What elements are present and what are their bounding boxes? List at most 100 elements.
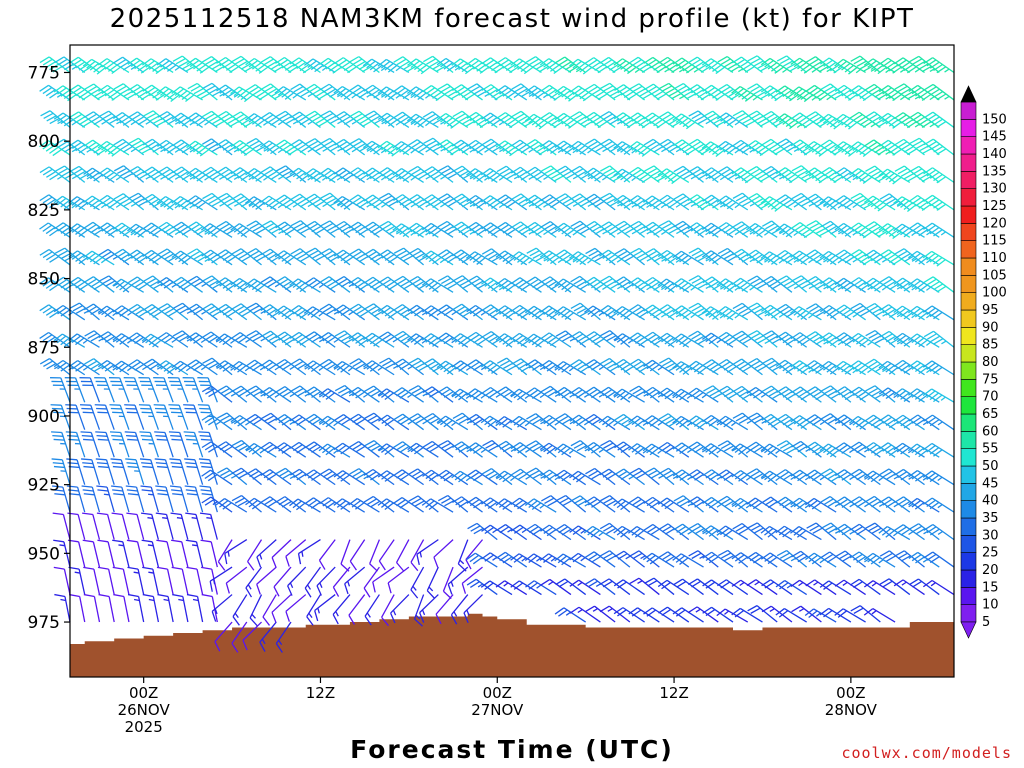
wind-barb bbox=[570, 275, 601, 293]
wind-barb bbox=[304, 566, 321, 598]
wind-barb bbox=[231, 439, 262, 458]
wind-barb bbox=[186, 167, 218, 183]
wind-barb bbox=[157, 303, 189, 321]
colorbar-label: 125 bbox=[982, 199, 1007, 214]
wind-barb bbox=[598, 415, 631, 431]
wind-barb bbox=[450, 594, 469, 625]
wind-barb bbox=[68, 139, 100, 156]
colorbar-label: 120 bbox=[982, 216, 1007, 231]
wind-barb bbox=[232, 594, 248, 626]
wind-barb bbox=[260, 387, 292, 403]
wind-barb bbox=[569, 85, 601, 102]
wind-barb bbox=[614, 248, 646, 266]
wind-barb bbox=[156, 58, 189, 74]
wind-barb bbox=[599, 522, 631, 541]
wind-barb bbox=[775, 607, 808, 623]
wind-barb bbox=[290, 220, 321, 238]
wind-barb bbox=[304, 193, 336, 211]
wind-barb bbox=[541, 165, 572, 183]
wind-barb bbox=[717, 359, 749, 376]
wind-barb bbox=[215, 498, 248, 513]
wind-barb bbox=[923, 57, 955, 74]
wind-barb bbox=[231, 303, 262, 321]
wind-barb bbox=[524, 498, 557, 513]
wind-barb bbox=[275, 386, 307, 403]
wind-barb bbox=[245, 497, 277, 513]
wind-barb bbox=[51, 431, 71, 458]
wind-barb bbox=[142, 303, 174, 321]
wind-barb bbox=[304, 277, 336, 293]
y-tick-label: 975 bbox=[28, 613, 60, 633]
wind-barb bbox=[569, 140, 601, 156]
wind-barb bbox=[157, 332, 189, 348]
wind-barb bbox=[51, 458, 71, 485]
wind-barb bbox=[760, 57, 793, 74]
wind-barb bbox=[215, 360, 248, 376]
wind-barb bbox=[790, 526, 822, 541]
wind-barb bbox=[289, 305, 321, 321]
wind-barb bbox=[187, 275, 218, 293]
wind-barb bbox=[54, 593, 71, 623]
wind-barb bbox=[305, 220, 336, 238]
x-tick-label: 26NOV bbox=[118, 701, 171, 719]
wind-barb bbox=[318, 443, 351, 458]
wind-barb bbox=[894, 496, 925, 513]
wind-barb bbox=[209, 566, 233, 592]
colorbar-swatch bbox=[960, 500, 977, 519]
wind-barb bbox=[422, 305, 454, 321]
wind-barb bbox=[820, 551, 852, 568]
wind-barb bbox=[673, 165, 704, 183]
wind-barb bbox=[289, 331, 321, 348]
wind-barb bbox=[643, 523, 675, 541]
wind-barb bbox=[319, 276, 351, 293]
wind-barb bbox=[98, 331, 130, 348]
wind-barb bbox=[260, 111, 292, 128]
wind-barb bbox=[231, 248, 262, 266]
wind-barb bbox=[334, 138, 366, 156]
wind-barb bbox=[65, 431, 86, 458]
wind-barb bbox=[186, 57, 218, 74]
wind-barb bbox=[461, 566, 483, 594]
wind-barb bbox=[202, 110, 233, 128]
wind-barb bbox=[747, 522, 778, 541]
wind-barb bbox=[437, 275, 469, 293]
colorbar-label: 95 bbox=[982, 303, 999, 318]
wind-barb bbox=[701, 443, 734, 458]
colorbar-label: 60 bbox=[982, 424, 999, 439]
wind-barb bbox=[466, 413, 498, 431]
wind-barb bbox=[863, 580, 896, 596]
wind-barb bbox=[275, 621, 292, 653]
wind-barb bbox=[923, 138, 955, 156]
wind-barb bbox=[570, 302, 601, 321]
wind-barb bbox=[332, 594, 351, 625]
wind-barb bbox=[554, 361, 586, 376]
wind-barb bbox=[186, 303, 218, 321]
wind-barb bbox=[290, 248, 321, 266]
wind-barb bbox=[408, 165, 439, 183]
wind-barb bbox=[408, 495, 439, 513]
wind-barb bbox=[348, 386, 380, 403]
wind-barb bbox=[113, 138, 145, 156]
wind-barb bbox=[775, 525, 808, 541]
wind-barb bbox=[66, 485, 86, 513]
wind-barb bbox=[761, 605, 793, 623]
wind-barb bbox=[879, 550, 911, 568]
wind-barb bbox=[732, 412, 763, 431]
wind-barb bbox=[81, 458, 101, 485]
wind-barb bbox=[791, 550, 822, 568]
colorbar-label: 25 bbox=[982, 546, 999, 561]
wind-barb bbox=[410, 566, 425, 599]
wind-barb bbox=[109, 431, 130, 458]
wind-barb bbox=[392, 141, 424, 156]
wind-barb bbox=[97, 140, 130, 157]
x-tick-label: 00Z bbox=[483, 684, 512, 702]
wind-barb bbox=[658, 441, 690, 458]
wind-barb bbox=[790, 222, 822, 239]
wind-barb bbox=[381, 594, 395, 627]
wind-barb bbox=[687, 360, 719, 376]
wind-barb bbox=[333, 57, 366, 74]
wind-barb bbox=[290, 358, 321, 376]
colorbar-swatch bbox=[960, 136, 977, 155]
wind-barb bbox=[820, 166, 852, 184]
